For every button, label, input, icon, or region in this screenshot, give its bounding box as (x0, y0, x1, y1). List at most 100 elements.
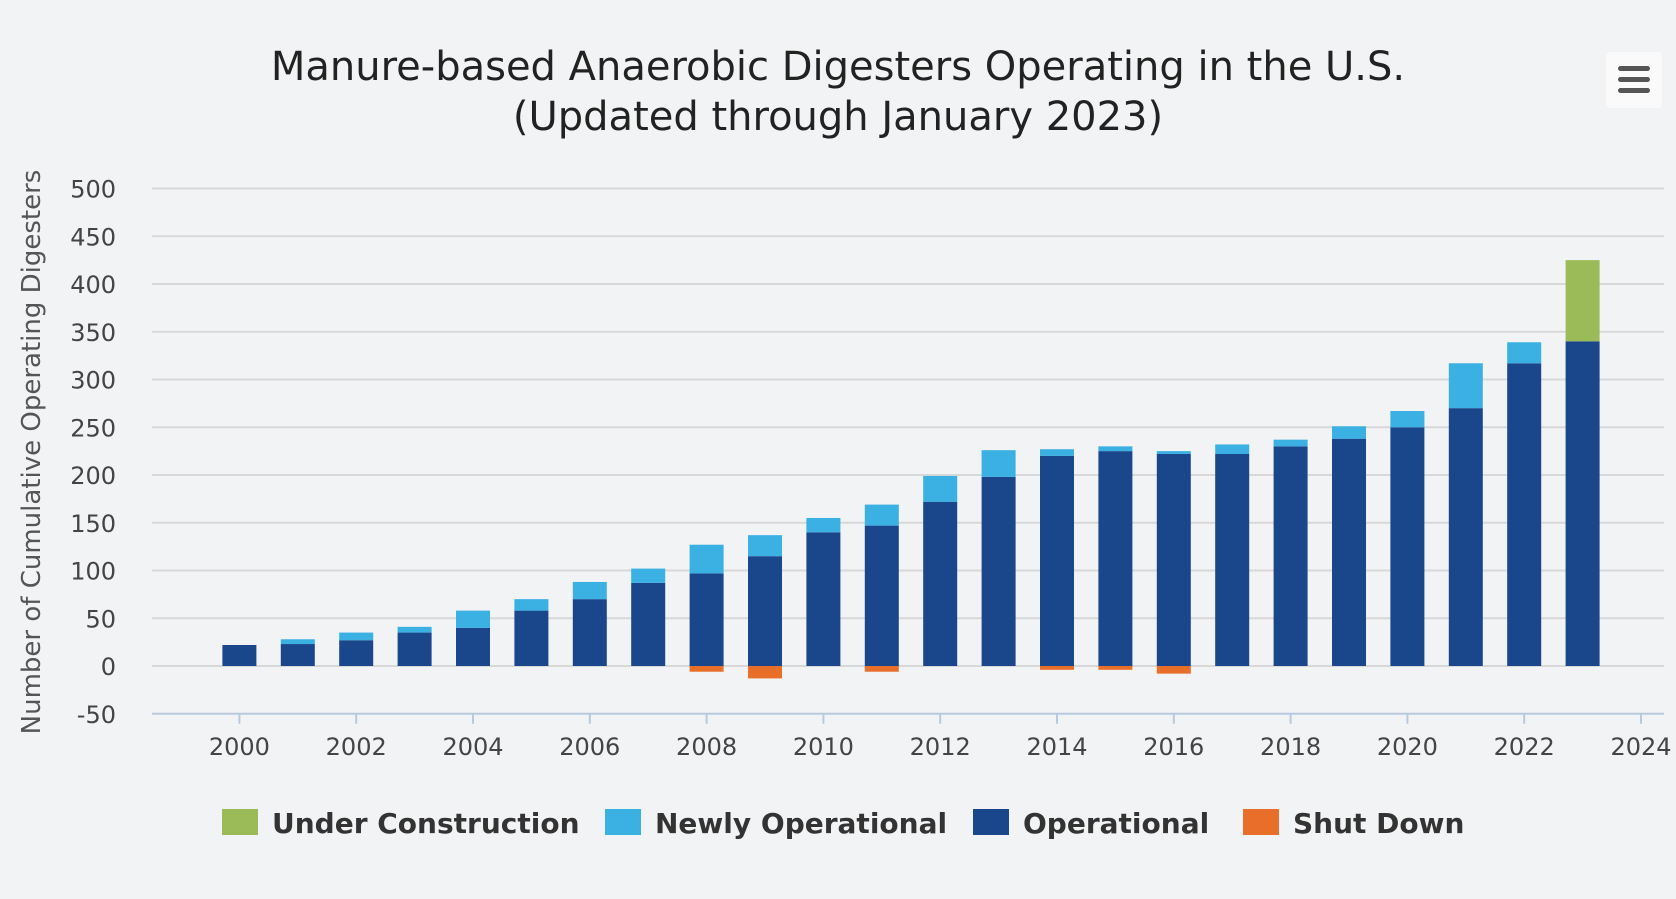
bar-operational (1448, 408, 1483, 666)
legend: Under Construction Newly Operational Opera… (222, 807, 1464, 840)
y-tick-label: 150 (70, 510, 116, 538)
legend-swatch (973, 809, 1009, 835)
bar-operational (339, 640, 374, 666)
bar-newly-operational (280, 639, 315, 645)
bar-newly-operational (456, 610, 490, 628)
legend-item-newly-operational[interactable]: Newly Operational (605, 807, 947, 840)
y-tick-label: 450 (70, 223, 116, 251)
menu-bar (1618, 77, 1650, 82)
hamburger-menu-icon[interactable] (1606, 52, 1662, 108)
bar-operational (514, 610, 549, 666)
x-tick-label: 2012 (910, 733, 971, 761)
chart-title-main: Manure-based Anaerobic Digesters Operati… (270, 44, 1406, 90)
bar-newly-operational (1448, 363, 1483, 409)
x-tick-label: 2008 (676, 733, 737, 761)
bar-newly-operational (631, 568, 666, 583)
bar-shut-down (1098, 666, 1133, 670)
y-tick-label: 0 (101, 653, 116, 681)
bar-operational (1156, 453, 1191, 666)
bar-operational (1565, 341, 1600, 666)
y-tick-label: 200 (70, 462, 116, 490)
x-tick-label: 2010 (793, 733, 854, 761)
bar-newly-operational (806, 517, 841, 533)
bar-newly-operational (1507, 342, 1542, 364)
bar-newly-operational (1040, 449, 1074, 456)
bar-operational (222, 644, 257, 666)
y-tick-label: 400 (70, 271, 116, 299)
legend-swatch (222, 809, 258, 835)
bar-operational (397, 632, 432, 666)
bar-newly-operational (1390, 411, 1425, 428)
x-tick-label: 2002 (326, 733, 387, 761)
bar-newly-operational (689, 544, 724, 574)
bar-operational (1273, 446, 1308, 666)
bar-newly-operational (1098, 446, 1133, 452)
bar-newly-operational (572, 581, 607, 600)
bar-operational (1215, 453, 1250, 666)
bar-newly-operational (1156, 451, 1191, 454)
chart-title: Manure-based Anaerobic Digesters Operati… (0, 42, 1676, 142)
bar-newly-operational (339, 632, 374, 641)
legend-item-under-construction[interactable]: Under Construction (222, 807, 580, 840)
x-tick-label: 2014 (1026, 733, 1087, 761)
bar-operational (631, 582, 666, 666)
bar-operational (1507, 363, 1542, 666)
y-tick-label: 50 (85, 605, 116, 633)
bar-newly-operational (923, 475, 958, 502)
bar-operational (981, 476, 1016, 666)
y-tick-label: 300 (70, 367, 116, 395)
legend-label: Under Construction (272, 807, 580, 840)
y-tick-label: 100 (70, 558, 116, 586)
bar-operational (456, 627, 490, 666)
legend-item-operational[interactable]: Operational (973, 807, 1209, 840)
menu-bar (1618, 66, 1650, 71)
bar-operational (1098, 451, 1133, 666)
x-tick-label: 2020 (1377, 733, 1438, 761)
x-tick-label: 2004 (442, 733, 503, 761)
legend-swatch (605, 809, 641, 835)
bar-shut-down (864, 666, 899, 672)
bar-newly-operational (1273, 439, 1308, 447)
legend-label: Operational (1023, 807, 1209, 840)
chart-subtitle: (Updated through January 2023) (512, 94, 1164, 140)
y-tick-label: 500 (70, 176, 116, 204)
bar-newly-operational (514, 599, 549, 611)
bar-operational (572, 599, 607, 666)
bar-newly-operational (864, 504, 899, 526)
bar-newly-operational (748, 535, 782, 557)
grid-layer (152, 187, 1664, 667)
menu-bar (1618, 88, 1650, 93)
legend-label: Shut Down (1293, 807, 1464, 840)
x-tick-label: 2000 (209, 733, 270, 761)
bar-shut-down (689, 666, 724, 672)
x-tick-label: 2024 (1610, 733, 1671, 761)
legend-label: Newly Operational (655, 807, 947, 840)
x-tick-label: 2006 (559, 733, 620, 761)
y-tick-label: 250 (70, 414, 116, 442)
bar-operational (689, 573, 724, 666)
bar-newly-operational (1332, 426, 1366, 439)
bar-operational (923, 501, 958, 666)
bars-layer (222, 260, 1600, 679)
bar-shut-down (1156, 666, 1191, 674)
bar-newly-operational (1215, 444, 1250, 454)
bar-operational (1040, 455, 1074, 666)
x-tick-label: 2022 (1494, 733, 1555, 761)
bar-operational (280, 644, 315, 666)
bar-shut-down (748, 666, 782, 679)
bar-operational (748, 556, 782, 666)
bar-operational (864, 525, 899, 666)
bar-operational (806, 532, 841, 666)
x-tick-label: 2016 (1143, 733, 1204, 761)
y-axis-title: Number of Cumulative Operating Digesters (17, 170, 47, 735)
y-tick-label: 350 (70, 319, 116, 347)
bar-newly-operational (397, 626, 432, 633)
x-tick-label: 2018 (1260, 733, 1321, 761)
bar-operational (1332, 438, 1366, 666)
y-tick-label: -50 (77, 701, 116, 729)
legend-item-shut-down[interactable]: Shut Down (1243, 807, 1464, 840)
legend-swatch (1243, 809, 1279, 835)
bar-newly-operational (981, 450, 1016, 477)
